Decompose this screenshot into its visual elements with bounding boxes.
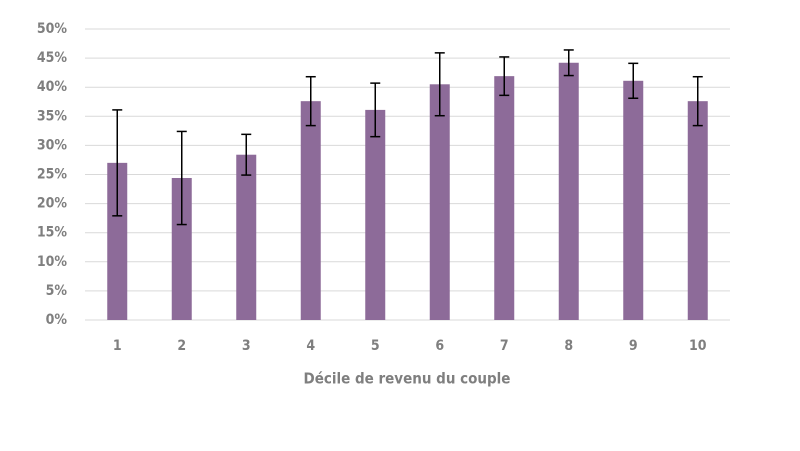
y-tick-label: 10% — [37, 254, 68, 270]
y-tick-label: 35% — [37, 108, 68, 124]
y-tick-label: 0% — [46, 312, 68, 328]
bar — [429, 84, 450, 320]
y-tick-label: 25% — [37, 167, 68, 183]
error-bar — [499, 56, 510, 97]
x-tick-label: 6 — [435, 338, 444, 354]
bar — [107, 162, 128, 320]
error-bar — [434, 52, 445, 117]
x-tick-label: 4 — [306, 338, 315, 354]
error-bar — [563, 49, 574, 77]
y-tick-label: 50% — [37, 21, 68, 37]
y-tick-label: 20% — [37, 196, 68, 212]
error-bar — [628, 62, 639, 100]
x-tick-label: 2 — [177, 338, 186, 354]
bar — [300, 101, 321, 320]
x-tick-label: 8 — [564, 338, 573, 354]
bar — [494, 76, 515, 320]
y-tick-label: 40% — [37, 79, 68, 95]
error-bar — [370, 82, 381, 138]
error-bar — [305, 75, 316, 127]
y-tick-label: 45% — [37, 50, 68, 66]
x-tick-label: 10 — [689, 338, 707, 354]
bar — [236, 154, 257, 320]
error-bar — [176, 130, 187, 226]
bar — [623, 80, 644, 320]
y-tick-label: 15% — [37, 225, 68, 241]
x-tick-label: 1 — [113, 338, 122, 354]
x-tick-label: 7 — [500, 338, 509, 354]
y-tick-label: 30% — [37, 137, 68, 153]
bar — [365, 109, 386, 320]
bar — [171, 177, 192, 320]
x-axis-label: Décile de revenu du couple — [304, 370, 511, 388]
bar — [687, 101, 708, 320]
bar — [558, 62, 579, 320]
y-tick-label: 5% — [46, 283, 68, 299]
error-bar — [112, 109, 123, 217]
error-bar — [692, 75, 703, 127]
error-bar — [241, 133, 252, 176]
x-tick-label: 3 — [242, 338, 251, 354]
x-tick-label: 5 — [371, 338, 380, 354]
x-tick-label: 9 — [629, 338, 638, 354]
